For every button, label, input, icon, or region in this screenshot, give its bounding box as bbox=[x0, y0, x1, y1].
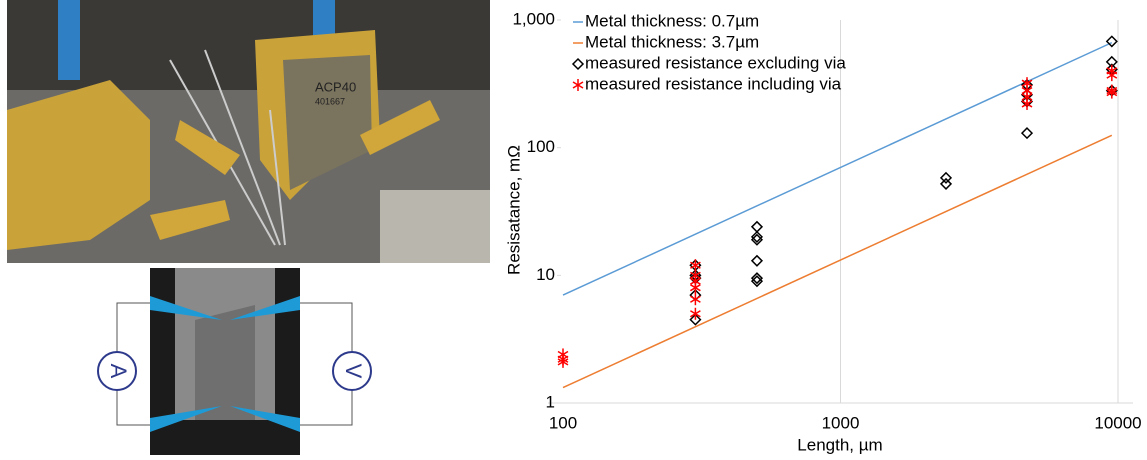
probe-photo: ACP40 401667 bbox=[7, 0, 490, 263]
diamond-marker bbox=[1022, 128, 1032, 138]
y-tick-label: 1 bbox=[546, 392, 555, 411]
legend-label: measured resistance including via bbox=[585, 74, 842, 93]
legend-label: Metal thickness: 0.7µm bbox=[585, 11, 759, 30]
y-tick-label: 100 bbox=[527, 137, 555, 156]
voltmeter-label: V bbox=[341, 364, 366, 379]
asterisk-marker bbox=[690, 293, 700, 305]
chart: Resisatance, mΩ Length, µm 100 1000 10000 1… bbox=[504, 9, 1141, 454]
figure: ACP40 401667 A V Resisatance, mΩ Length,… bbox=[0, 0, 1147, 455]
legend-label: Metal thickness: 3.7µm bbox=[585, 32, 759, 51]
x-tick-label: 100 bbox=[549, 413, 577, 432]
trend-line bbox=[563, 135, 1112, 387]
x-tick-label: 1000 bbox=[822, 413, 860, 432]
legend-swatch bbox=[573, 59, 583, 69]
ammeter-label: A bbox=[106, 364, 131, 379]
x-tick-label: 10000 bbox=[1094, 413, 1141, 432]
y-axis-label: Resisatance, mΩ bbox=[504, 145, 523, 275]
diamond-marker bbox=[752, 256, 762, 266]
y-tick-label: 1,000 bbox=[512, 9, 555, 28]
photo-label: ACP40 bbox=[315, 79, 356, 94]
y-tick-label: 10 bbox=[536, 265, 555, 284]
x-axis-label: Length, µm bbox=[797, 435, 882, 454]
legend-label: measured resistance excluding via bbox=[585, 53, 846, 72]
diamond-marker bbox=[752, 222, 762, 232]
legend-swatch bbox=[573, 79, 583, 91]
measurement-diagram: A V bbox=[98, 268, 371, 455]
photo-label: 401667 bbox=[315, 96, 345, 106]
